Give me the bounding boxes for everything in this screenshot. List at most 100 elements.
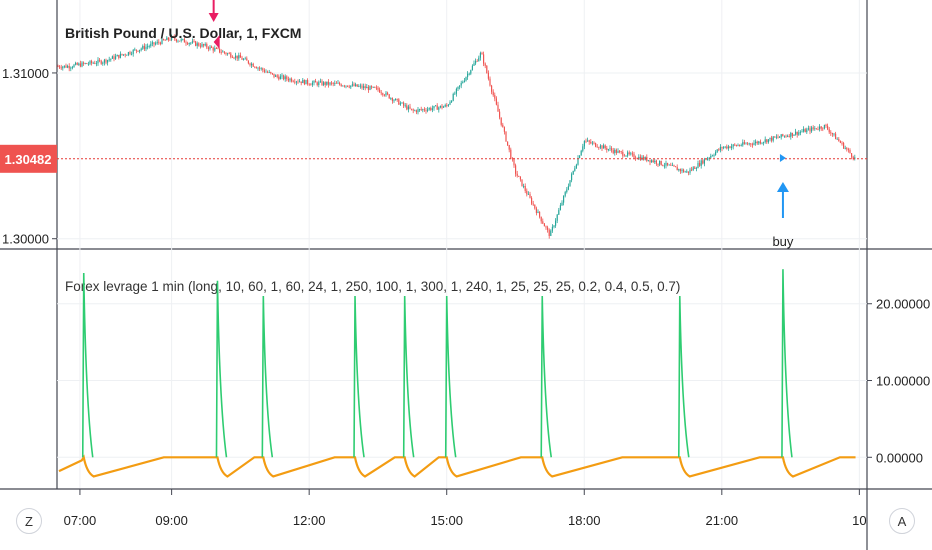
candle-body: [313, 81, 315, 83]
candle-body: [345, 85, 347, 87]
candle-body: [76, 63, 78, 65]
candle-body: [318, 82, 320, 85]
candle-body: [369, 86, 371, 91]
candle-body: [265, 71, 267, 73]
candle-body: [780, 134, 782, 138]
candle-body: [846, 148, 848, 150]
candle-body: [561, 202, 563, 206]
candle-body: [478, 57, 480, 62]
candle-body: [187, 43, 189, 45]
candle-body: [715, 152, 717, 155]
candle-body: [567, 186, 569, 190]
candle-body: [598, 147, 600, 149]
candle-body: [756, 141, 758, 144]
candle-body: [492, 91, 494, 96]
candle-body: [204, 44, 206, 46]
candle-body: [745, 143, 747, 145]
auto-scale-button[interactable]: A: [889, 508, 915, 534]
candle-body: [174, 36, 176, 40]
candle-body: [463, 80, 465, 82]
candle-body: [380, 92, 382, 94]
candle-body: [591, 142, 593, 144]
candle-body: [238, 55, 240, 59]
candle-body: [102, 62, 104, 64]
candle-body: [643, 156, 645, 160]
candle-body: [164, 40, 166, 41]
candle-body: [507, 141, 509, 145]
candle-body: [657, 163, 659, 165]
candle-body: [331, 82, 333, 84]
candle-body: [65, 65, 67, 68]
candle-body: [527, 194, 529, 195]
candle-body: [582, 146, 584, 151]
candle-body: [665, 162, 667, 166]
candle-body: [287, 78, 289, 81]
candle-body: [353, 84, 355, 87]
candle-body: [572, 170, 574, 175]
candle-body: [428, 108, 430, 110]
candle-body: [785, 135, 787, 137]
candle-body: [731, 146, 733, 149]
candle-body: [627, 152, 629, 156]
candle-body: [660, 160, 662, 166]
candle-body: [134, 49, 136, 51]
candle-body: [481, 53, 483, 55]
candle-body: [630, 153, 632, 155]
candle-body: [719, 147, 721, 151]
candle-body: [71, 67, 73, 68]
candle-body: [356, 84, 358, 87]
y-tick-label: 1.31000: [2, 66, 49, 81]
candle-body: [615, 149, 617, 153]
candle-body: [609, 148, 611, 150]
candle-body: [847, 149, 849, 151]
candle-body: [604, 145, 606, 149]
candle-body: [531, 197, 533, 204]
candle-body: [81, 62, 83, 67]
candle-body: [631, 153, 633, 155]
x-tick-label: 07:00: [64, 513, 97, 528]
candle-body: [92, 62, 94, 64]
candle-body: [547, 227, 549, 230]
candle-body: [129, 52, 131, 54]
candle-body: [769, 137, 771, 140]
candle-body: [851, 153, 853, 157]
candle-body: [203, 44, 205, 46]
candle-body: [241, 57, 243, 60]
candle-body: [404, 105, 406, 107]
candle-body: [649, 160, 651, 163]
candle-body: [574, 168, 576, 171]
indicator-spike: [261, 296, 274, 458]
candle-body: [575, 164, 577, 169]
candle-body: [703, 159, 705, 164]
candle-body: [375, 87, 377, 89]
candle-body: [78, 63, 80, 65]
candle-body: [246, 58, 248, 61]
candle-body: [759, 141, 761, 144]
candle-body: [137, 50, 139, 52]
candle-body: [438, 107, 440, 110]
candle-body: [807, 128, 809, 130]
candle-body: [470, 70, 472, 74]
candle-body: [263, 70, 265, 72]
candle-body: [843, 142, 845, 149]
candle-body: [815, 128, 817, 130]
buy-arrow-head: [776, 182, 789, 192]
candle-body: [99, 59, 101, 61]
candle-body: [300, 81, 302, 84]
candle-body: [518, 175, 520, 177]
zoom-reset-button[interactable]: Z: [16, 508, 42, 534]
candle-body: [499, 111, 501, 118]
candle-body: [59, 66, 61, 68]
candle-body: [663, 165, 665, 167]
candle-body: [457, 86, 459, 89]
candle-body: [483, 54, 485, 64]
candle-body: [766, 139, 768, 143]
candle-body: [297, 81, 299, 83]
candle-body: [724, 146, 726, 148]
candle-body: [487, 73, 489, 79]
candle-body: [788, 135, 790, 137]
candle-body: [468, 73, 470, 75]
candle-body: [489, 78, 491, 86]
candle-body: [351, 84, 353, 86]
